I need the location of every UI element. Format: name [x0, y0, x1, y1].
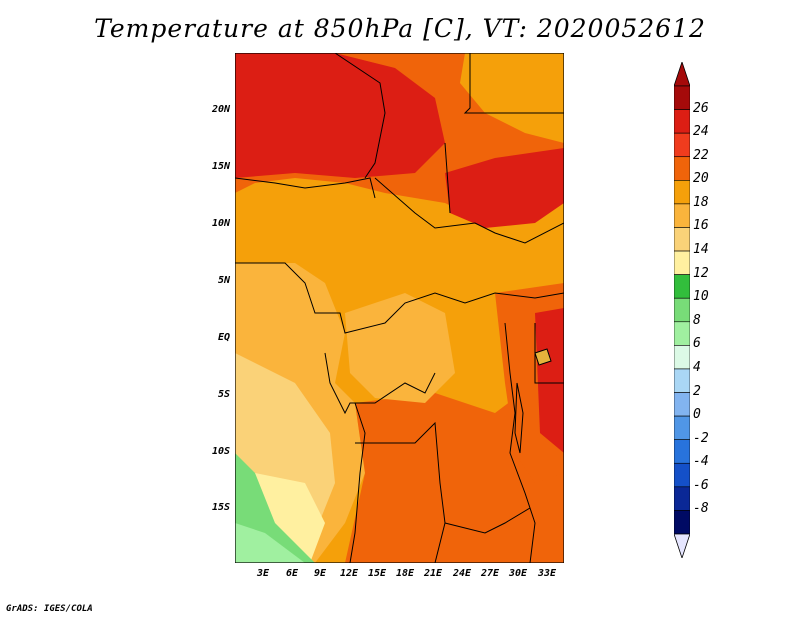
colorbar-segment — [674, 274, 690, 299]
lon-label-18e: 18E — [395, 568, 415, 579]
lon-label-6e: 6E — [285, 568, 299, 579]
colorbar-segment — [674, 297, 690, 323]
lat-label-10n: 10N — [211, 218, 230, 229]
colorbar-segment — [674, 510, 690, 535]
colorbar-label: 6 — [693, 336, 701, 352]
region-egypt-warm — [460, 53, 564, 143]
colorbar-label: 10 — [693, 289, 709, 305]
colorbar-label: 8 — [693, 312, 701, 328]
grads-credit: GrADS: IGES/COLA — [6, 604, 93, 614]
colorbar-label: -8 — [693, 501, 709, 517]
colorbar-segment — [674, 439, 690, 464]
colorbar — [674, 62, 690, 558]
colorbar-label: 12 — [693, 265, 709, 281]
lat-label-15n: 15N — [211, 161, 230, 172]
colorbar-label: -6 — [693, 477, 709, 493]
colorbar-label: 14 — [693, 242, 709, 258]
lon-label-3e: 3E — [256, 568, 270, 579]
colorbar-segment — [674, 203, 690, 228]
colorbar-label: 24 — [693, 124, 709, 140]
colorbar-segment — [674, 85, 690, 110]
colorbar-label: -2 — [693, 430, 709, 446]
lat-label-20n: 20N — [211, 104, 230, 115]
colorbar-segment — [674, 227, 690, 252]
colorbar-segment — [674, 415, 690, 440]
colorbar-label: 20 — [693, 171, 709, 187]
colorbar-segment — [674, 486, 690, 511]
colorbar-label: 16 — [693, 218, 709, 234]
colorbar-segment — [674, 250, 690, 275]
lake-victoria — [534, 348, 552, 366]
lon-label-21e: 21E — [423, 568, 443, 579]
colorbar-segment — [674, 368, 690, 393]
lon-label-15e: 15E — [367, 568, 387, 579]
region-sudan-hot — [445, 148, 564, 228]
lake-tanganyika — [514, 382, 524, 454]
colorbar-label: 2 — [693, 383, 701, 399]
lon-label-30e: 30E — [508, 568, 528, 579]
lat-label-10s: 10S — [211, 446, 230, 457]
colorbar-segment — [674, 180, 690, 205]
lon-label-33e: 33E — [537, 568, 557, 579]
colorbar-segment — [674, 392, 690, 417]
lat-label-5n: 5N — [217, 275, 230, 286]
temperature-map — [235, 53, 564, 563]
lat-label-5s: 5S — [217, 389, 230, 400]
region-sahel-hot — [235, 53, 445, 178]
lon-label-27e: 27E — [480, 568, 500, 579]
region-congo-basin — [345, 293, 455, 403]
lat-label-15s: 15S — [211, 502, 230, 513]
colorbar-label: 4 — [693, 359, 701, 375]
colorbar-over-arrow — [674, 62, 690, 87]
colorbar-label: 18 — [693, 194, 709, 210]
colorbar-label: 26 — [693, 100, 709, 116]
colorbar-segment — [674, 462, 690, 488]
lat-label-eq: EQ — [217, 332, 230, 343]
lon-label-9e: 9E — [313, 568, 327, 579]
colorbar-label: 22 — [693, 147, 709, 163]
colorbar-segment — [674, 132, 690, 158]
map-title: Temperature at 850hPa [C], VT: 202005261… — [94, 14, 706, 43]
colorbar-segment — [674, 321, 690, 346]
colorbar-segment — [674, 156, 690, 181]
colorbar-segment — [674, 109, 690, 134]
region-lightgreen-cool — [235, 523, 305, 563]
lon-label-24e: 24E — [452, 568, 472, 579]
country-borders — [235, 53, 564, 563]
region-south-interior — [345, 383, 564, 563]
colorbar-label: 0 — [693, 407, 701, 423]
lon-label-12e: 12E — [339, 568, 359, 579]
region-east-hot — [535, 308, 564, 453]
colorbar-label: -4 — [693, 454, 709, 470]
colorbar-under-arrow — [674, 533, 690, 558]
colorbar-segment — [674, 345, 690, 370]
